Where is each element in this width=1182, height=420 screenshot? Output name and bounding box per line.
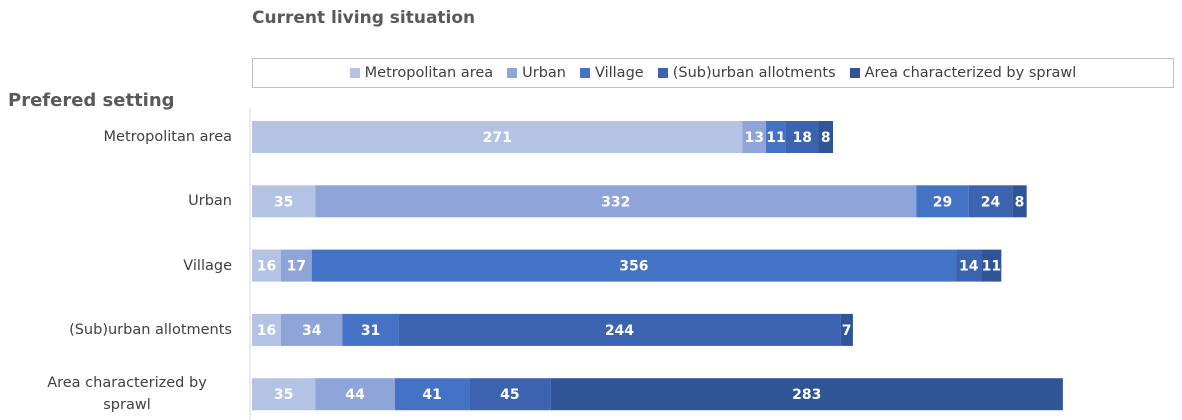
bar-segment xyxy=(252,185,316,218)
legend-item: Urban xyxy=(507,65,566,81)
data-label: 244 xyxy=(605,323,634,339)
data-label: 18 xyxy=(792,130,811,146)
legend-label: Metropolitan area xyxy=(364,65,494,81)
legend-label: (Sub)urban allotments xyxy=(672,65,836,81)
data-label: 29 xyxy=(933,194,952,210)
data-label: 35 xyxy=(274,387,293,403)
data-label: 31 xyxy=(361,323,380,339)
data-label: 24 xyxy=(981,194,1001,210)
bar-segment xyxy=(315,185,917,218)
legend-swatch xyxy=(580,68,590,78)
bar-segment xyxy=(252,249,281,282)
bar-segment xyxy=(252,121,743,153)
legend-label: Area characterized by sprawl xyxy=(864,65,1077,81)
y-tick-label: Area characterized by sprawl xyxy=(47,375,207,414)
bar-segment xyxy=(785,121,819,153)
bar-segment xyxy=(342,313,399,346)
legend-item: Area characterized by sprawl xyxy=(849,65,1077,81)
legend-swatch xyxy=(849,68,860,78)
data-label: 11 xyxy=(766,130,785,146)
bar-segment xyxy=(1012,185,1027,218)
category-wrap: Area characterized by sprawl xyxy=(22,369,232,419)
data-label: 13 xyxy=(745,130,764,146)
bar-segment xyxy=(252,313,281,346)
data-label: 34 xyxy=(302,323,322,339)
bar-segment xyxy=(742,121,767,153)
data-label: 45 xyxy=(500,387,519,403)
legend-label: Urban xyxy=(522,65,566,81)
legend-item: (Sub)urban allotments xyxy=(657,65,836,81)
bar-segment xyxy=(956,249,982,282)
y-axis-title: Prefered setting xyxy=(8,90,175,111)
y-tick-label: Metropolitan area xyxy=(103,129,232,145)
legend-title: Current living situation xyxy=(252,8,476,28)
legend-swatch xyxy=(657,68,668,78)
category-wrap: Urban xyxy=(22,176,232,226)
data-label: 11 xyxy=(982,259,1001,275)
bar-segment xyxy=(252,378,316,411)
data-label: 8 xyxy=(821,130,831,146)
legend-item: Metropolitan area xyxy=(349,65,494,81)
category-wrap: Village xyxy=(22,241,232,291)
data-label: 44 xyxy=(345,387,365,403)
data-label: 332 xyxy=(601,194,630,210)
bar-segment xyxy=(968,185,1013,218)
data-label: 7 xyxy=(842,323,852,339)
legend-swatch xyxy=(349,68,360,78)
bar-segment xyxy=(550,378,1063,411)
bar-segment xyxy=(311,249,957,282)
bar-segment xyxy=(981,249,1002,282)
bar-segment xyxy=(398,313,841,346)
bar-segment xyxy=(818,121,834,153)
y-tick-label: Village xyxy=(183,257,232,274)
bar-segment xyxy=(469,378,551,411)
legend-item: Village xyxy=(580,65,644,81)
bar-segment xyxy=(916,185,969,218)
data-label: 8 xyxy=(1015,194,1025,210)
legend-label: Village xyxy=(595,65,644,81)
data-label: 41 xyxy=(422,387,441,403)
category-wrap: Metropolitan area xyxy=(22,112,232,162)
legend-swatch xyxy=(507,68,518,78)
bar-segment xyxy=(280,249,312,282)
data-label: 283 xyxy=(792,387,821,403)
y-tick-label: Urban xyxy=(188,193,232,210)
data-label: 356 xyxy=(619,259,648,275)
y-tick-label: (Sub)urban allotments xyxy=(69,321,232,338)
legend: Metropolitan area Urban Village (Sub)urban … xyxy=(252,58,1174,88)
bar-segment xyxy=(840,313,853,346)
data-label: 16 xyxy=(257,323,276,339)
data-label: 271 xyxy=(483,130,512,146)
category-wrap: (Sub)urban allotments xyxy=(22,305,232,355)
bar-segment xyxy=(766,121,786,153)
bar-segment xyxy=(394,378,470,411)
data-label: 14 xyxy=(959,259,979,275)
data-label: 16 xyxy=(257,259,276,275)
bar-segment xyxy=(280,313,343,346)
bar-segment xyxy=(315,378,395,411)
data-label: 35 xyxy=(274,194,293,210)
data-label: 17 xyxy=(287,259,306,275)
